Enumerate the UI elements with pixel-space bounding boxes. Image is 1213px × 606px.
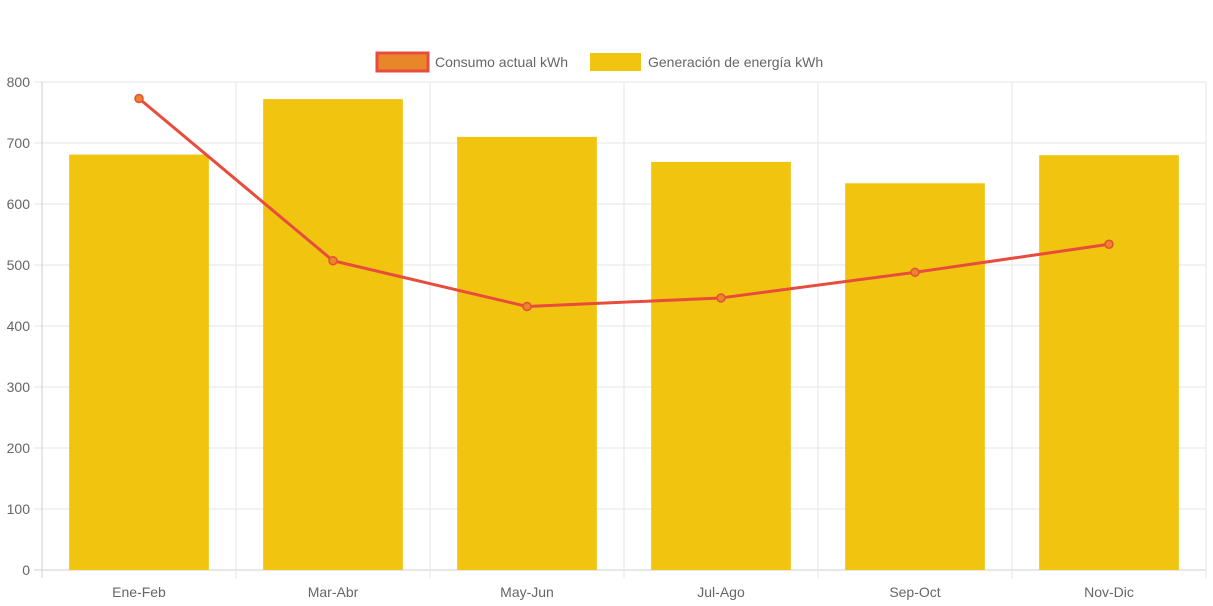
- y-tick-label: 500: [7, 257, 31, 273]
- bar-series: [69, 99, 1179, 570]
- line-point-jul-ago[interactable]: [716, 293, 726, 303]
- consumo-line: [138, 97, 1110, 308]
- legend-item-generacion[interactable]: Generación de energía kWh: [590, 53, 823, 71]
- line-point-sep-oct[interactable]: [910, 267, 920, 278]
- legend-swatch-generacion: [590, 53, 641, 71]
- line-point-ene-feb[interactable]: [134, 93, 144, 104]
- y-tick-label: 800: [7, 74, 31, 90]
- line-point-nov-dic[interactable]: [1104, 239, 1114, 250]
- x-axis: Ene-Feb Mar-Abr May-Jun Jul-Ago Sep-Oct Nov-D…: [112, 584, 1134, 600]
- bar-mar-abr[interactable]: [263, 99, 403, 570]
- line-point-mar-abr[interactable]: [328, 255, 338, 266]
- y-tick-label: 400: [7, 318, 31, 334]
- bar-sep-oct[interactable]: [845, 183, 985, 570]
- line-point-may-jun[interactable]: [522, 301, 532, 312]
- x-tick-label: May-Jun: [500, 584, 554, 600]
- chart-grid: [34, 81, 1207, 578]
- line-series: [134, 93, 1114, 312]
- legend-swatch-consumo: [375, 51, 430, 73]
- legend-label-consumo: Consumo actual kWh: [435, 54, 568, 70]
- y-tick-label: 200: [7, 440, 31, 456]
- bar-ene-feb[interactable]: [69, 154, 209, 570]
- y-tick-label: 600: [7, 196, 31, 212]
- x-tick-label: Ene-Feb: [112, 584, 166, 600]
- chart-legend: Consumo actual kWh Generación de energía…: [375, 51, 823, 73]
- y-tick-label: 300: [7, 379, 31, 395]
- legend-label-generacion: Generación de energía kWh: [648, 54, 823, 70]
- x-tick-label: Jul-Ago: [697, 584, 745, 600]
- bar-may-jun[interactable]: [457, 136, 597, 570]
- x-tick-label: Nov-Dic: [1084, 584, 1134, 600]
- y-tick-label: 100: [7, 501, 31, 517]
- x-tick-label: Sep-Oct: [889, 584, 940, 600]
- y-axis: 0 100 200 300 400 500 600 700 800: [7, 74, 31, 578]
- x-tick-label: Mar-Abr: [308, 584, 359, 600]
- y-tick-label: 0: [22, 562, 30, 578]
- bar-jul-ago[interactable]: [651, 161, 791, 570]
- y-tick-label: 700: [7, 135, 31, 151]
- legend-item-consumo[interactable]: Consumo actual kWh: [375, 51, 568, 73]
- bar-nov-dic[interactable]: [1039, 155, 1179, 570]
